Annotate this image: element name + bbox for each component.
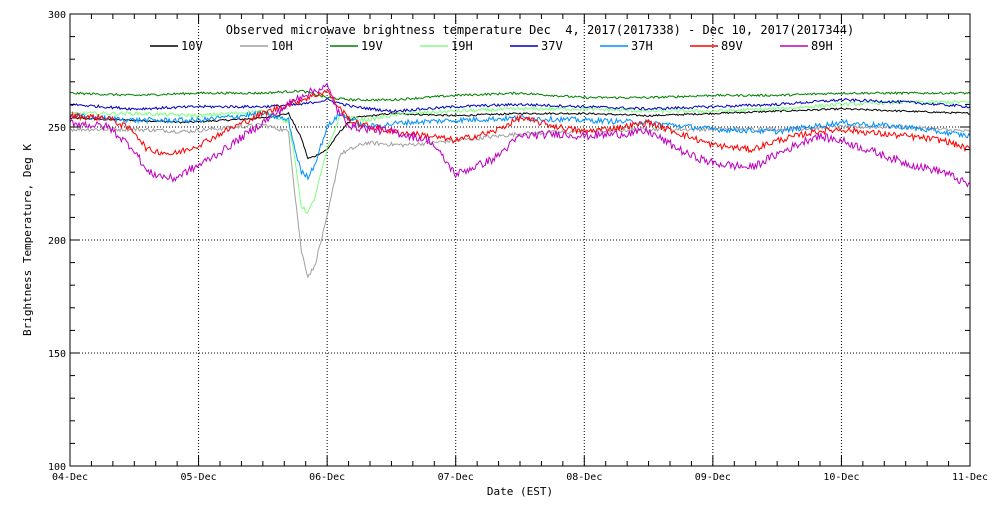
y-tick-label: 150 (48, 349, 66, 360)
y-tick-label: 200 (48, 236, 66, 247)
y-tick-label: 100 (48, 462, 66, 473)
legend-label-10h: 10H (271, 39, 293, 53)
series-line-19h (69, 99, 971, 214)
legend-label-89v: 89V (721, 39, 743, 53)
series-line-89v (69, 89, 971, 156)
x-tick-label: 08-Dec (566, 472, 602, 483)
series-line-89h (69, 82, 971, 188)
legend-label-89h: 89H (811, 39, 833, 53)
y-axis-title: Brightness Temperature, Deg K (21, 144, 34, 336)
series-line-37v (69, 98, 971, 114)
legend-label-10v: 10V (181, 39, 203, 53)
x-tick-label: 05-Dec (181, 472, 217, 483)
series-line-10v (69, 107, 970, 160)
legend-label-19v: 19V (361, 39, 383, 53)
x-tick-label: 04-Dec (52, 472, 88, 483)
x-tick-label: 07-Dec (438, 472, 474, 483)
gridlines (70, 14, 970, 466)
y-tick-labels: 100 150 200 250 300 (48, 10, 66, 473)
chart-title: Observed microwave brightness temperatur… (226, 23, 855, 37)
series-line-10h (69, 122, 971, 279)
x-tick-label: 06-Dec (309, 472, 345, 483)
axis-ticks (69, 13, 971, 467)
legend-label-37h: 37H (631, 39, 653, 53)
series-line-19v (69, 89, 971, 102)
legend: 10V 10H 19V 19H 37V 37H 89V 89H (150, 39, 833, 53)
legend-label-37v: 37V (541, 39, 563, 53)
x-tick-label: 11-Dec (952, 472, 988, 483)
x-tick-labels: 04-Dec 05-Dec 06-Dec 07-Dec 08-Dec 09-Dec 10-D… (52, 472, 988, 483)
x-tick-label: 09-Dec (695, 472, 731, 483)
series-lines (69, 82, 971, 279)
x-tick-label: 10-Dec (823, 472, 859, 483)
y-tick-label: 300 (48, 10, 66, 21)
legend-label-19h: 19H (451, 39, 473, 53)
y-tick-label: 250 (48, 123, 66, 134)
x-axis-title: Date (EST) (487, 485, 553, 498)
